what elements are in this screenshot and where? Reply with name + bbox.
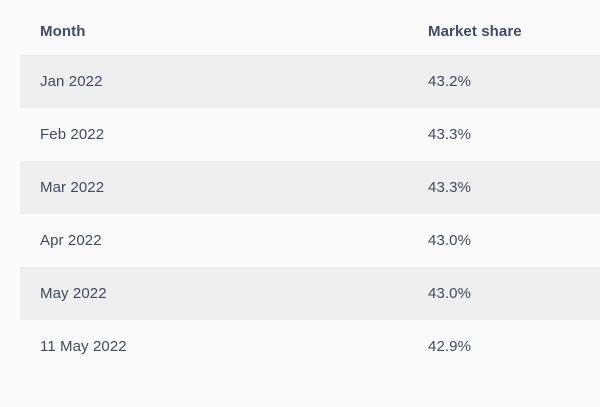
month-cell: Apr 2022 xyxy=(40,232,102,249)
month-cell: Jan 2022 xyxy=(40,73,103,90)
table-row: 11 May 2022 42.9% xyxy=(20,320,600,373)
market-share-cell: 43.3% xyxy=(428,126,472,143)
market-share-cell: 43.2% xyxy=(428,73,472,90)
table-body: Jan 2022 43.2% Feb 2022 43.3% Mar 2022 4… xyxy=(20,55,600,373)
table-header-row: Month Market share xyxy=(20,8,600,55)
table-row: Apr 2022 43.0% xyxy=(20,214,600,267)
month-cell: Mar 2022 xyxy=(40,179,105,196)
market-share-cell: 42.9% xyxy=(428,338,472,355)
table-row: Mar 2022 43.3% xyxy=(20,161,600,214)
market-share-cell: 43.3% xyxy=(428,179,472,196)
table-row: May 2022 43.0% xyxy=(20,267,600,320)
month-cell: 11 May 2022 xyxy=(40,338,127,355)
month-cell: Feb 2022 xyxy=(40,126,105,143)
market-share-cell: 43.0% xyxy=(428,232,472,249)
market-share-table: Month Market share Jan 2022 43.2% Feb 20… xyxy=(20,8,600,373)
table-row: Feb 2022 43.3% xyxy=(20,108,600,161)
column-header-month: Month xyxy=(40,23,86,40)
column-header-market-share: Market share xyxy=(428,23,522,40)
table-row: Jan 2022 43.2% xyxy=(20,55,600,108)
market-share-cell: 43.0% xyxy=(428,285,472,302)
month-cell: May 2022 xyxy=(40,285,107,302)
